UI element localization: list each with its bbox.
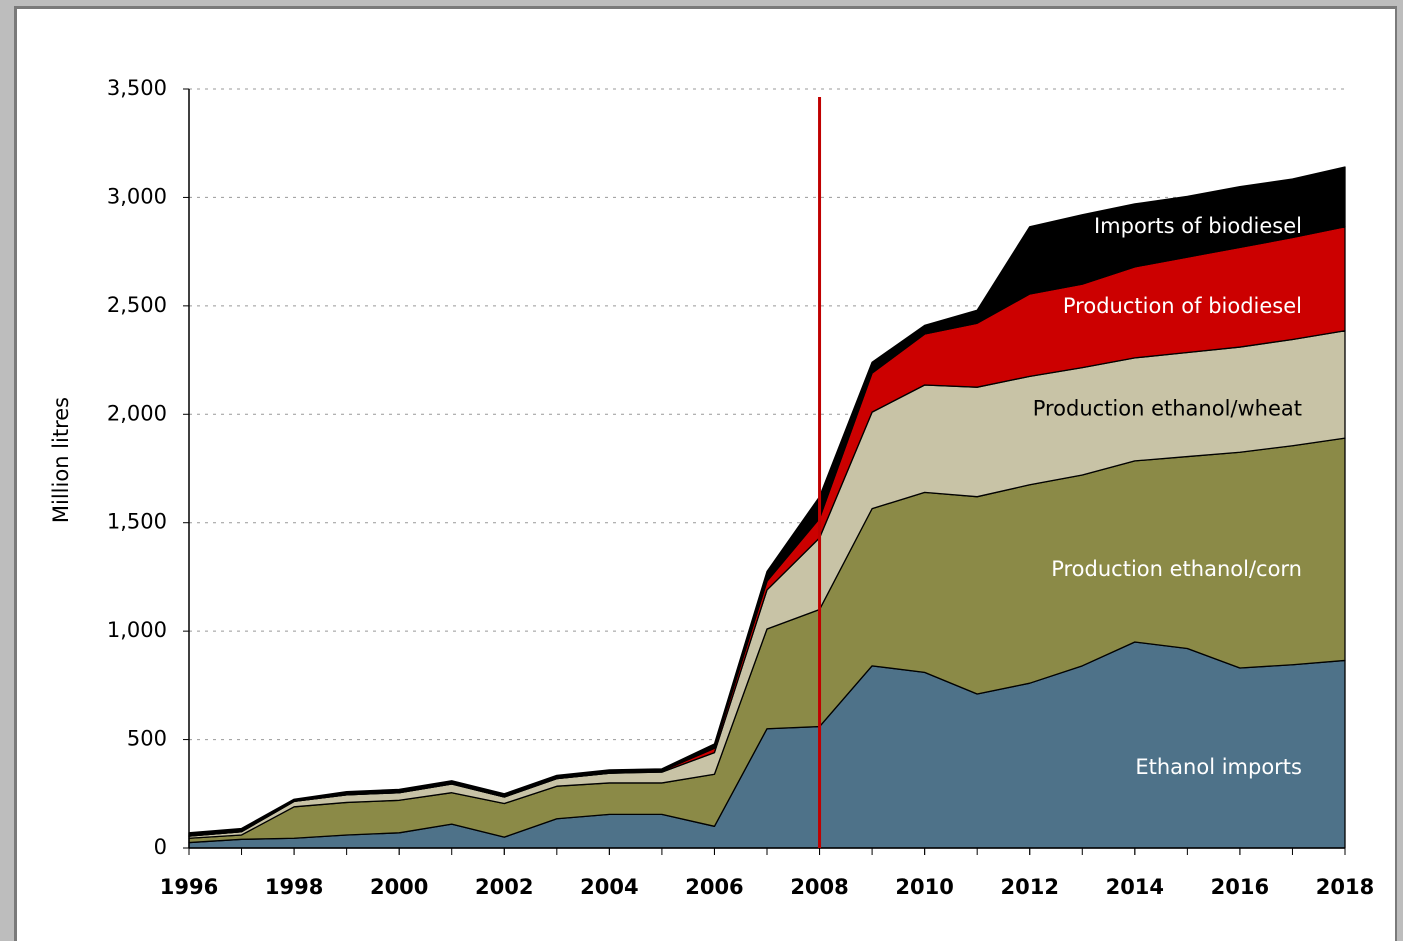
x-tick-label: 2010 [895,875,953,899]
y-tick-label: 2,500 [107,293,167,317]
x-tick-label: 2014 [1106,875,1164,899]
x-tick-label: 1998 [265,875,323,899]
area [188,166,1346,837]
y-tick-label: 3,000 [107,184,167,208]
series-label: Production of biodiesel [1063,294,1302,318]
y-axis-label: Million litres [49,397,73,523]
series-label: Imports of biodiesel [1094,214,1302,238]
x-tick-label: 2012 [1001,875,1059,899]
x-tick-label: 2008 [790,875,848,899]
y-tick-label: 500 [127,727,167,751]
x-tick-label: 2004 [580,875,638,899]
y-tick-label: 3,500 [107,76,167,100]
x-tick-label: 2000 [370,875,428,899]
x-tick-label: 1996 [160,875,218,899]
y-tick-label: 0 [154,835,167,859]
y-tick-label: 2,000 [107,401,167,425]
series-label: Production ethanol/corn [1051,557,1302,581]
x-tick-label: 2006 [685,875,743,899]
x-tick-label: 2018 [1316,875,1374,899]
y-tick-label: 1,500 [107,510,167,534]
y-tick-label: 1,000 [107,618,167,642]
x-tick-label: 2002 [475,875,533,899]
x-tick-label: 2016 [1211,875,1269,899]
series-label: Ethanol imports [1135,755,1302,779]
series-label: Production ethanol/wheat [1033,397,1302,421]
